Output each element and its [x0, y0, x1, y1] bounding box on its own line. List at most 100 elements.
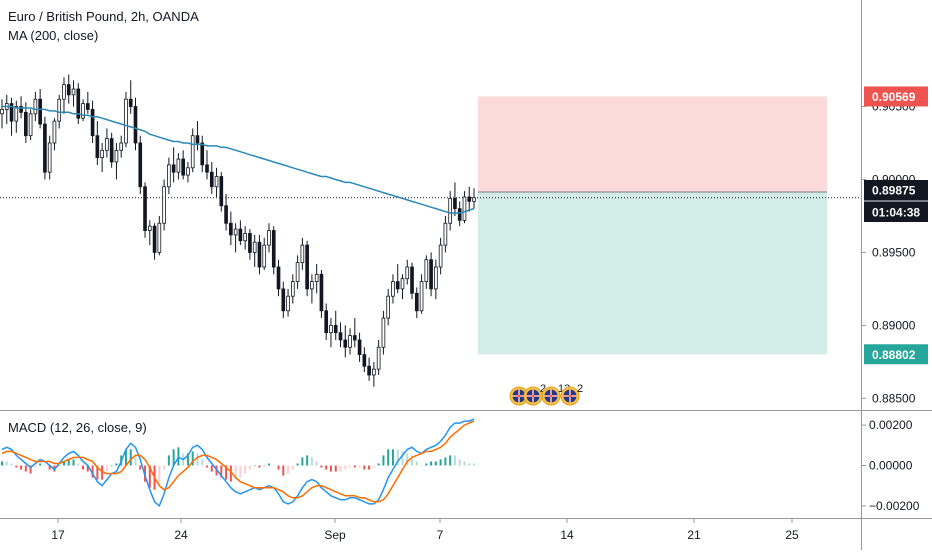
candle-body [400, 278, 405, 290]
macd-histogram-bar [239, 465, 242, 478]
candle-body [90, 109, 95, 137]
candle [443, 215, 448, 253]
event-marker[interactable]: 13 [541, 383, 570, 406]
candle [472, 188, 476, 209]
candle [386, 288, 391, 326]
candle-body [157, 222, 162, 253]
macd-legend[interactable]: MACD (12, 26, close, 9) [8, 420, 147, 435]
candle-body [290, 281, 295, 297]
candle [453, 182, 457, 216]
candle-body [262, 244, 267, 268]
candle [19, 96, 23, 119]
candle [257, 234, 262, 275]
candle [281, 281, 286, 319]
macd-histogram-bar [34, 465, 37, 468]
macd-histogram-bar [124, 449, 127, 466]
candle-body [33, 98, 38, 115]
time-tick-label: 21 [687, 528, 701, 542]
macd-axis[interactable]: 0.00200 0.00000 −0.00200 [862, 418, 920, 513]
macd-histogram-bar [458, 459, 461, 466]
candle [267, 223, 271, 253]
candle-body [233, 228, 238, 236]
macd-histogram-bar [473, 463, 475, 466]
candle [66, 74, 71, 104]
candle-body [238, 228, 243, 242]
candle-body [467, 196, 472, 202]
candle-body [19, 106, 23, 113]
macd-histogram-bar [82, 465, 85, 470]
candle [429, 252, 433, 297]
price-marker-bg [864, 344, 928, 365]
candle-body [24, 111, 28, 137]
candle [95, 121, 100, 165]
candle-body [434, 266, 438, 290]
candle-body [162, 186, 166, 224]
macd-histogram-bar [91, 465, 94, 478]
macd-histogram-bar [1, 461, 3, 466]
macd-histogram-bar [10, 463, 13, 466]
candle-body [319, 273, 324, 312]
candle [352, 318, 357, 348]
candle-body [252, 241, 257, 253]
ma-legend[interactable]: MA (200, close) [8, 28, 98, 43]
candle [167, 157, 171, 195]
candle-body [405, 266, 410, 280]
candle-body [267, 230, 271, 246]
macd-histogram-bar [258, 465, 261, 468]
candle [90, 100, 95, 143]
candle [176, 153, 181, 180]
candle [414, 287, 419, 319]
candle-body [152, 225, 157, 253]
candle [76, 83, 81, 125]
macd-histogram-bar [430, 461, 433, 466]
macd-histogram-bar [220, 465, 223, 478]
candle-body [429, 259, 433, 290]
macd-histogram-bar [391, 449, 394, 466]
stop-loss-zone[interactable] [478, 96, 827, 193]
candle-body [66, 84, 71, 96]
macd-histogram-bar [425, 463, 428, 466]
candle-body [348, 335, 352, 348]
candle [162, 179, 166, 231]
price-marker: 0.88802 [864, 344, 928, 365]
macd-histogram-bar [406, 453, 409, 466]
macd-histogram-bar [387, 449, 390, 466]
event-marker[interactable]: 2 [523, 383, 546, 406]
time-axis[interactable]: 17 24 Sep 7 14 21 25 [51, 519, 799, 542]
candle-body [71, 88, 76, 96]
macd-histogram-bar [358, 465, 361, 468]
candle-body [386, 295, 391, 319]
candle [224, 194, 228, 231]
event-marker[interactable]: 2 [560, 383, 583, 406]
price-marker: 0.89875 [864, 180, 928, 200]
macd-histogram-bar [167, 455, 170, 466]
candle-body [138, 142, 143, 188]
take-profit-zone[interactable] [478, 192, 827, 355]
candle [171, 147, 176, 183]
candle-body [410, 266, 414, 294]
economic-events[interactable]: 2132 [509, 383, 583, 406]
time-tick-label: 14 [560, 528, 574, 542]
candle [195, 121, 200, 151]
candle [133, 97, 138, 151]
candle-body [47, 142, 52, 173]
price-marker-label: 0.90569 [872, 90, 916, 104]
candle [124, 91, 128, 148]
macd-histogram-bar [344, 465, 347, 470]
candle [381, 310, 386, 355]
candle [252, 234, 257, 268]
candle [214, 167, 219, 197]
ma-200-line [2, 105, 475, 214]
macd-histogram-bar [115, 463, 118, 466]
macd-histogram-bar [363, 465, 366, 470]
candle-body [9, 103, 14, 122]
candle [143, 182, 147, 238]
candle [424, 255, 429, 289]
macd-line [1, 418, 475, 508]
candle [305, 240, 309, 297]
macd-histogram-bar [267, 463, 270, 466]
macd-histogram-bar [244, 465, 247, 474]
event-marker[interactable] [509, 386, 529, 406]
